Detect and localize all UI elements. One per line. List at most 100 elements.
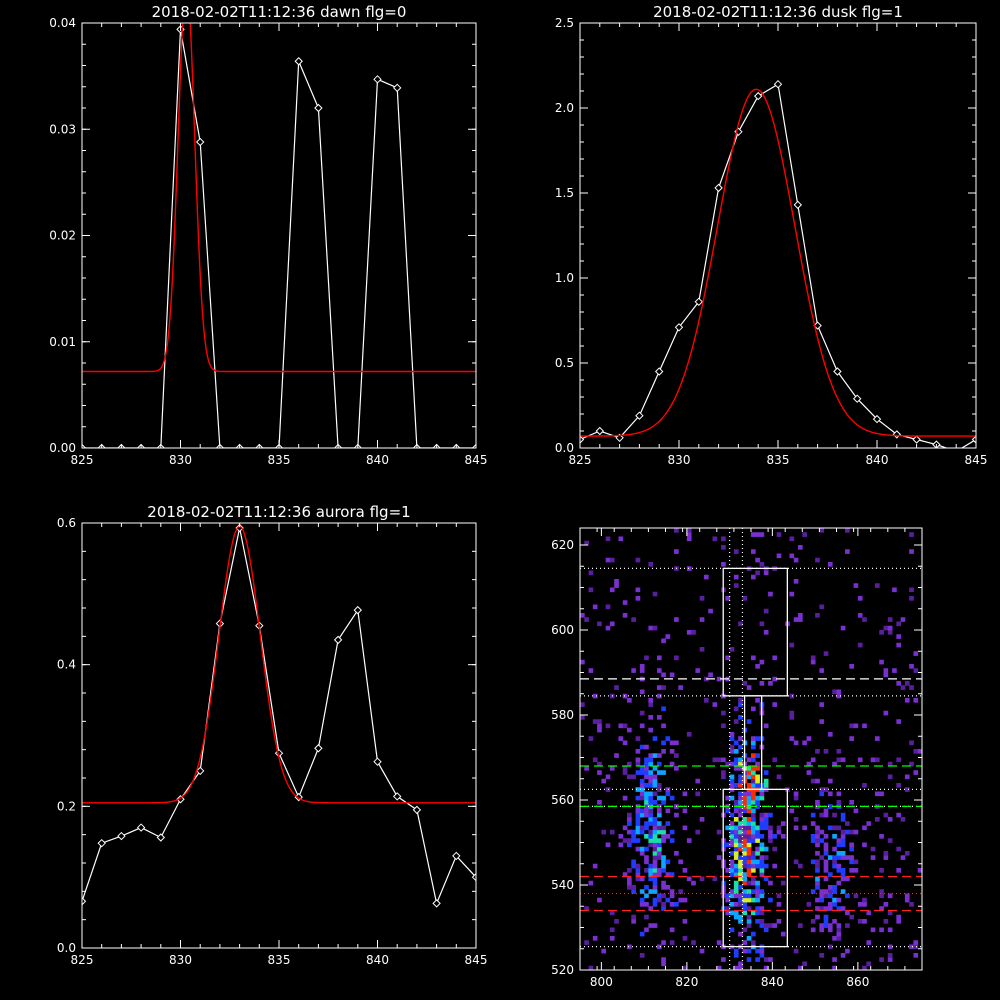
data-point bbox=[82, 443, 87, 448]
heatmap-cell bbox=[618, 842, 624, 848]
heatmap-cell bbox=[622, 723, 628, 729]
heatmap-cell bbox=[661, 740, 666, 746]
heatmap-cell bbox=[682, 965, 688, 970]
heatmap-cell bbox=[588, 880, 594, 886]
heatmap-cell bbox=[738, 872, 743, 877]
x-tick-label: 840 bbox=[866, 453, 889, 467]
heatmap-cell bbox=[845, 910, 850, 916]
heatmap-cell bbox=[819, 604, 825, 610]
heatmap-cell bbox=[751, 774, 756, 780]
heatmap-cell bbox=[793, 579, 799, 584]
heatmap-cell bbox=[652, 872, 658, 877]
heatmap-cell bbox=[789, 736, 795, 741]
heatmap-cell bbox=[742, 681, 748, 686]
heatmap-cell bbox=[652, 774, 658, 780]
heatmap-cell bbox=[733, 706, 739, 712]
heatmap-cell bbox=[725, 906, 731, 911]
heatmap-cell bbox=[721, 723, 726, 729]
heatmap-cell bbox=[917, 749, 922, 754]
heatmap-cell bbox=[853, 808, 859, 814]
heatmap-cell bbox=[815, 613, 820, 618]
heatmap-cell bbox=[751, 855, 756, 860]
heatmap-cell bbox=[746, 859, 752, 865]
heatmap-cell bbox=[836, 757, 842, 763]
heatmap-cell bbox=[656, 821, 662, 826]
heatmap-cell bbox=[588, 668, 594, 673]
heatmap-cell bbox=[772, 846, 778, 852]
x-tick-label: 840 bbox=[366, 453, 389, 467]
heatmap-cell bbox=[823, 812, 829, 818]
heatmap-cell bbox=[746, 851, 752, 856]
heatmap-cell bbox=[879, 893, 884, 899]
heatmap-cell bbox=[652, 825, 658, 831]
heatmap-cell bbox=[840, 872, 846, 877]
heatmap-cell bbox=[738, 863, 743, 869]
heatmap-cell bbox=[712, 757, 718, 763]
heatmap-cell bbox=[622, 600, 628, 605]
heatmap-cell bbox=[661, 723, 666, 729]
heatmap-cell bbox=[639, 766, 645, 771]
heatmap-cell bbox=[738, 846, 743, 852]
heatmap-cell bbox=[892, 668, 897, 673]
heatmap-cell bbox=[699, 596, 705, 601]
heatmap-cell bbox=[763, 770, 769, 775]
heatmap-cell bbox=[845, 829, 850, 835]
heatmap-cell bbox=[725, 808, 731, 814]
heatmap-cell bbox=[823, 787, 829, 792]
heatmap-cell bbox=[853, 868, 859, 873]
chart-heatmap: 800 820 840 860 520 540 560 580 600 620 bbox=[551, 527, 923, 989]
heatmap-cell bbox=[661, 893, 666, 899]
heatmap-cell bbox=[721, 770, 726, 775]
heatmap-cell bbox=[746, 914, 752, 920]
heatmap-cell bbox=[669, 872, 675, 877]
heatmap-cell bbox=[776, 825, 782, 831]
heatmap-cell bbox=[742, 791, 748, 797]
heatmap-cell bbox=[887, 927, 893, 933]
heatmap-cell bbox=[900, 685, 906, 690]
heatmap-cell bbox=[648, 753, 654, 758]
heatmap-cell bbox=[746, 800, 752, 805]
heatmap-cell bbox=[810, 834, 816, 839]
heatmap-cell bbox=[870, 855, 876, 860]
heatmap-cell bbox=[857, 919, 863, 924]
heatmap-cell bbox=[686, 536, 692, 542]
y-tick-label: 0.0 bbox=[57, 941, 76, 955]
heatmap-cell bbox=[639, 778, 645, 784]
heatmap-cell bbox=[746, 923, 752, 928]
heatmap-cell bbox=[733, 761, 739, 767]
data-point bbox=[294, 57, 303, 66]
heatmap-cell bbox=[644, 893, 649, 899]
heatmap-cell bbox=[840, 889, 846, 894]
heatmap-cell bbox=[742, 948, 748, 954]
heatmap-cell bbox=[840, 855, 846, 860]
heatmap-cell bbox=[729, 778, 735, 784]
heatmap-cell bbox=[789, 693, 795, 699]
data-point bbox=[412, 805, 422, 815]
heatmap-cell bbox=[879, 927, 884, 933]
heatmap-cell bbox=[639, 808, 645, 814]
heatmap-cell bbox=[815, 838, 820, 843]
heatmap-cell bbox=[635, 821, 641, 826]
heatmap-cell bbox=[605, 787, 611, 792]
heatmap-cell bbox=[836, 880, 842, 886]
heatmap-cell bbox=[733, 914, 739, 920]
data-point bbox=[195, 137, 205, 147]
heatmap-cell bbox=[648, 800, 654, 805]
heatmap-cell bbox=[695, 829, 701, 835]
heatmap-cell bbox=[819, 906, 825, 911]
heatmap-cell bbox=[639, 783, 645, 788]
heatmap-cell bbox=[631, 914, 636, 920]
heatmap-cell bbox=[738, 621, 743, 627]
heatmap-cell bbox=[751, 859, 756, 865]
heatmap-cell bbox=[806, 736, 812, 741]
heatmap-cell bbox=[669, 829, 675, 835]
heatmap-cell bbox=[639, 851, 645, 856]
heatmap-cell bbox=[738, 859, 743, 865]
heatmap-cell bbox=[853, 859, 859, 865]
heatmap-cell bbox=[913, 953, 919, 958]
heatmap-cell bbox=[874, 817, 880, 822]
heatmap-cell bbox=[597, 723, 602, 729]
heatmap-cell bbox=[733, 800, 739, 805]
heatmap-cell bbox=[738, 766, 743, 771]
heatmap-cell bbox=[597, 770, 602, 775]
